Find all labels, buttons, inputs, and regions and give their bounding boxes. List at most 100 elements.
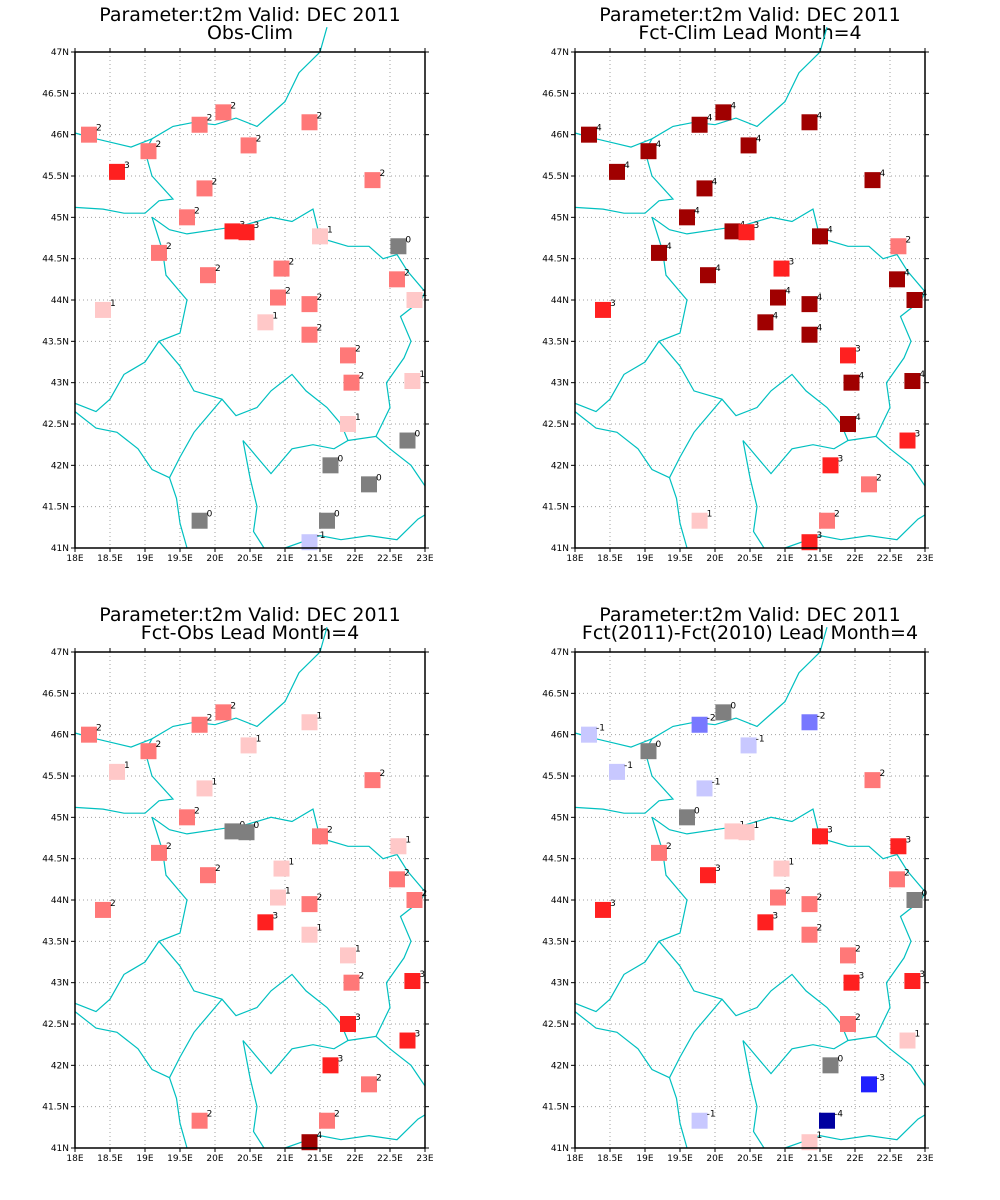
y-tick-label: 41.5N xyxy=(542,1103,569,1113)
station-marker xyxy=(801,296,818,313)
station-value-label: -1 xyxy=(317,531,326,541)
station-value-label: 2 xyxy=(230,701,236,711)
station-value-label: 2 xyxy=(855,944,861,954)
border-line xyxy=(168,1077,188,1149)
station-marker xyxy=(319,512,335,529)
station-value-label: 2 xyxy=(207,1110,213,1120)
y-tick-label: 41.5N xyxy=(42,503,69,513)
country-borders xyxy=(74,27,426,549)
station-marker xyxy=(322,1057,339,1074)
station-marker xyxy=(301,114,318,131)
station-value-label: 4 xyxy=(904,268,910,278)
station-value-label: 3 xyxy=(419,970,425,980)
station-marker xyxy=(651,844,667,861)
station-value-label: -1 xyxy=(596,724,605,734)
border-line xyxy=(784,1114,926,1149)
station-value-label: 2 xyxy=(285,287,291,297)
station-value-label: 1 xyxy=(317,924,323,934)
station-marker xyxy=(95,901,111,918)
station-value-label: -2 xyxy=(817,711,826,721)
station-value-label: 2 xyxy=(817,893,823,903)
x-tick-label: 21E xyxy=(776,554,793,564)
station-marker xyxy=(640,143,657,160)
station-marker xyxy=(691,116,708,133)
station-value-label: 2 xyxy=(215,264,221,274)
x-tick-label: 18.5E xyxy=(597,554,623,564)
y-tick-label: 44N xyxy=(551,296,569,306)
station-value-label: 4 xyxy=(715,264,721,274)
border-line xyxy=(242,440,265,549)
border-line xyxy=(74,738,175,814)
y-tick-label: 45N xyxy=(51,813,69,823)
map-plot: -1-10-20-1-2-10113232312032232233210-3-1… xyxy=(542,627,934,1164)
y-tick-label: 43N xyxy=(51,379,69,389)
border-line xyxy=(375,891,426,1037)
station-value-label: 4 xyxy=(317,1131,323,1141)
station-marker xyxy=(224,823,241,840)
station-marker xyxy=(840,347,856,364)
station-value-label: 3 xyxy=(827,825,833,835)
x-tick-label: 22.5E xyxy=(877,554,903,564)
x-tick-label: 22E xyxy=(346,554,363,564)
x-tick-label: 20.5E xyxy=(237,554,263,564)
y-tick-label: 43.5N xyxy=(542,337,569,347)
station-marker xyxy=(389,871,405,888)
station-marker xyxy=(301,1134,318,1151)
station-marker xyxy=(890,238,907,255)
station-marker xyxy=(889,871,905,888)
x-tick-label: 22.5E xyxy=(877,1154,903,1164)
x-tick-label: 22.5E xyxy=(377,554,403,564)
station-value-label: 2 xyxy=(380,169,386,179)
x-tick-label: 20.5E xyxy=(237,1154,263,1164)
x-tick-label: 18.5E xyxy=(97,1154,123,1164)
x-tick-label: 23E xyxy=(916,554,933,564)
station-marker xyxy=(581,126,597,143)
station-marker xyxy=(200,867,216,884)
border-line xyxy=(574,138,675,214)
y-tick-label: 44.5N xyxy=(42,255,69,265)
station-value-label: 1 xyxy=(124,761,130,771)
station-value-label: 2 xyxy=(817,924,823,934)
axis-ticks: 18E 18.5E 19E 19.5E 20E 20.5E 21E 21.5E 22E 22.5E… xyxy=(42,48,434,564)
station-value-label: 4 xyxy=(756,134,762,144)
x-tick-label: 19E xyxy=(136,1154,153,1164)
border-line xyxy=(158,940,349,1041)
station-marker xyxy=(801,326,818,343)
station-marker xyxy=(364,172,381,189)
station-marker xyxy=(740,137,757,154)
station-marker xyxy=(361,476,377,493)
station-marker xyxy=(179,209,195,226)
station-marker xyxy=(773,260,790,277)
station-marker xyxy=(196,780,213,797)
grid-lines xyxy=(575,652,925,1148)
station-value-label: 2 xyxy=(207,714,213,724)
y-tick-label: 47N xyxy=(551,648,569,658)
station-value-label: 0 xyxy=(376,473,382,483)
border-line xyxy=(651,208,926,293)
y-tick-label: 43.5N xyxy=(542,937,569,947)
station-marker xyxy=(691,512,708,529)
y-tick-label: 45.5N xyxy=(542,772,569,782)
station-value-label: 3 xyxy=(124,161,130,171)
station-marker xyxy=(240,737,257,754)
grid-lines xyxy=(575,52,925,548)
station-markers: -1-10-20-1-2-10113232312032232233210-3-1… xyxy=(581,701,928,1151)
y-tick-label: 44.5N xyxy=(42,855,69,865)
border-line xyxy=(168,998,223,1078)
x-tick-label: 23E xyxy=(416,1154,433,1164)
station-value-label: 0 xyxy=(207,510,213,520)
station-value-label: 2 xyxy=(880,769,886,779)
station-value-label: 3 xyxy=(772,911,778,921)
panel-title-line2: Fct-Clim Lead Month=4 xyxy=(638,22,862,44)
station-marker xyxy=(822,457,839,474)
y-tick-label: 47N xyxy=(51,648,69,658)
station-value-label: 1 xyxy=(754,821,760,831)
border-line xyxy=(151,208,426,293)
x-tick-label: 19.5E xyxy=(667,554,693,564)
station-value-label: 1 xyxy=(817,1131,823,1141)
station-marker xyxy=(738,824,755,841)
station-value-label: 2 xyxy=(317,293,323,303)
station-value-label: 3 xyxy=(919,970,925,980)
map-panel-fct-diff: Parameter:t2m Valid: DEC 2011 Fct(2011)-… xyxy=(500,600,1000,1200)
station-marker xyxy=(301,926,318,943)
